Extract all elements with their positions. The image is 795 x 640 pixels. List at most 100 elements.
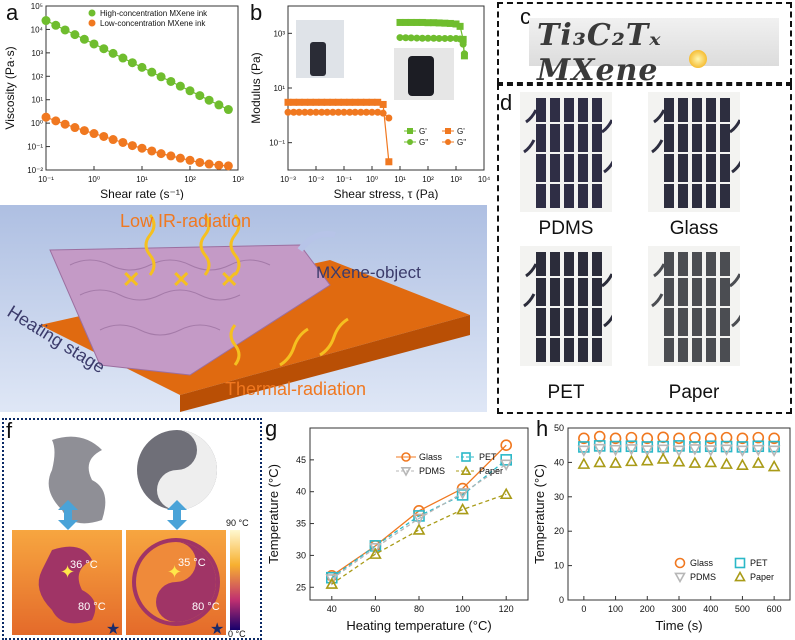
tick-label: 10⁻¹ xyxy=(38,175,54,184)
data-point xyxy=(577,445,591,458)
data-point xyxy=(99,131,109,141)
data-point xyxy=(625,431,638,444)
series-3: Paper xyxy=(577,452,781,582)
tick-label: 10⁴ xyxy=(478,175,491,184)
tick-label: 10⁻¹ xyxy=(269,139,285,148)
temp-label-1: 36 °C xyxy=(70,559,98,571)
bamboo-node xyxy=(549,276,561,278)
bamboo-leaf xyxy=(651,293,664,308)
scale-top: 90 °C xyxy=(226,518,249,528)
bamboo-leaf xyxy=(603,314,612,328)
data-point xyxy=(306,108,314,116)
chart-a-viscosity: 10⁻¹ 10⁰ 10¹ 10² 10³10⁻²10⁻¹10⁰10¹10²10³10⁴1… xyxy=(3,2,244,200)
series-1: PET xyxy=(578,440,780,569)
data-point xyxy=(446,34,454,42)
data-point xyxy=(768,432,780,445)
bamboo-leaf xyxy=(731,314,740,328)
tick-label: 10⁻² xyxy=(308,175,324,184)
tick-label: 10² xyxy=(422,175,434,184)
tick-label: 10⁻¹ xyxy=(336,175,352,184)
y-axis-label: Temperature (°C) xyxy=(266,464,281,564)
data-point xyxy=(312,108,320,116)
bamboo-node xyxy=(549,336,561,338)
data-point xyxy=(175,153,185,163)
legend-label: G'' xyxy=(419,138,429,147)
tick-label: 80 xyxy=(414,604,424,614)
data-point xyxy=(593,455,607,468)
data-point xyxy=(456,22,464,30)
tick-label: 10³ xyxy=(450,175,462,184)
panel-label-b: b xyxy=(250,0,263,25)
bamboo-leaf xyxy=(523,139,536,154)
data-point xyxy=(720,444,733,456)
data-point xyxy=(379,100,387,108)
data-point xyxy=(500,439,512,452)
bamboo-node xyxy=(691,336,703,338)
tick-label: 10² xyxy=(31,72,43,81)
data-point xyxy=(441,19,449,27)
bamboo-node xyxy=(577,336,589,338)
bamboo-pet-icon xyxy=(520,246,612,366)
data-point xyxy=(137,62,147,72)
data-point xyxy=(79,126,89,136)
bamboo-node xyxy=(591,152,603,154)
legend-marker xyxy=(460,465,472,476)
bamboo-node xyxy=(591,336,603,338)
data-point xyxy=(688,444,702,456)
bamboo-leaf xyxy=(525,109,538,124)
tick-label: 35 xyxy=(296,519,306,529)
data-point xyxy=(418,18,426,26)
bamboo-node xyxy=(549,122,561,124)
series-line xyxy=(331,459,507,579)
data-point xyxy=(185,155,195,165)
data-point xyxy=(325,574,339,586)
tick-label: 10³ xyxy=(273,29,285,38)
data-point xyxy=(720,431,733,444)
data-point xyxy=(704,455,718,468)
tick-label: 20 xyxy=(554,526,564,536)
data-point xyxy=(147,67,157,77)
panel-label-a: a xyxy=(6,0,19,25)
data-point xyxy=(351,108,359,116)
data-point xyxy=(430,19,438,27)
data-point xyxy=(385,158,393,166)
tick-label: 100 xyxy=(608,604,623,614)
bamboo-node xyxy=(705,122,717,124)
mxene-text: Ti₃C₂Tₓ MXene xyxy=(537,18,662,88)
data-point xyxy=(175,81,185,91)
thermal-cursor-1: ✦ xyxy=(60,562,75,582)
bamboo-node xyxy=(705,336,717,338)
bamboo-node xyxy=(691,182,703,184)
arrow-dragon xyxy=(64,507,72,523)
bamboo-node xyxy=(719,276,731,278)
bamboo-node xyxy=(549,306,561,308)
bamboo-node xyxy=(591,182,603,184)
legend-label: Glass xyxy=(690,558,714,568)
data-point xyxy=(362,108,370,116)
data-point xyxy=(673,432,685,445)
legend-label: PDMS xyxy=(419,466,445,476)
color-scale-bar xyxy=(230,530,240,630)
data-point xyxy=(325,577,339,589)
tick-label: 10² xyxy=(184,175,196,184)
data-point xyxy=(412,513,426,526)
data-point xyxy=(329,108,337,116)
bamboo-node xyxy=(563,306,575,308)
x-axis-label: Heating temperature (°C) xyxy=(346,618,491,633)
arrow-yinyang xyxy=(173,507,181,523)
bamboo-node xyxy=(677,122,689,124)
bamboo-node xyxy=(563,122,575,124)
data-point xyxy=(60,119,70,129)
tick-label: 600 xyxy=(767,604,782,614)
y-axis-label: Modulus (Pa) xyxy=(249,52,263,123)
data-point xyxy=(407,18,415,26)
legend-label: High-concentration MXene ink xyxy=(100,9,208,18)
panel-label-d: d xyxy=(500,90,513,115)
tick-label: 10¹ xyxy=(136,175,148,184)
data-point xyxy=(402,18,410,26)
bamboo-paper-icon xyxy=(648,246,740,366)
data-point xyxy=(441,34,449,42)
bamboo-leaf xyxy=(729,273,740,288)
bamboo-node xyxy=(677,276,689,278)
data-point xyxy=(214,100,224,110)
